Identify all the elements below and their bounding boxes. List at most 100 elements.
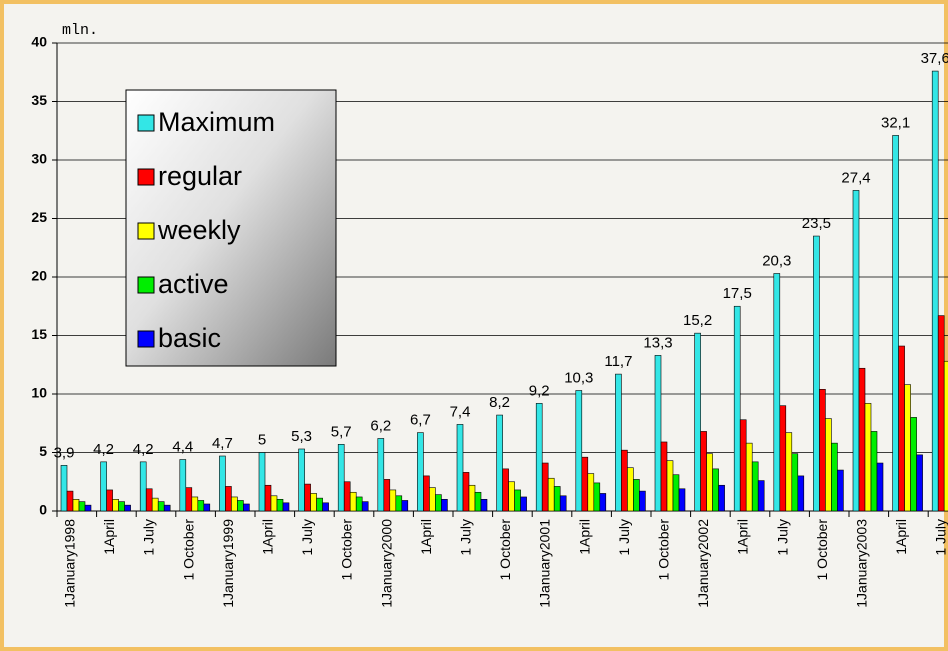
bar	[66, 490, 74, 512]
bar	[276, 498, 284, 512]
bar	[672, 474, 680, 512]
legend-swatch	[137, 330, 155, 348]
bar	[837, 469, 844, 512]
x-tick-label: 1January1998	[62, 519, 78, 608]
bar	[264, 484, 272, 512]
bar	[383, 479, 391, 512]
bar	[225, 486, 232, 512]
value-label: 4,4	[172, 438, 193, 455]
value-label: 8,2	[489, 394, 510, 411]
x-tick-label: 1January2002	[695, 519, 711, 608]
bar	[456, 424, 464, 512]
value-label: 6,2	[370, 417, 391, 434]
bar	[660, 441, 668, 512]
y-tick-label: 5	[39, 443, 47, 459]
value-label: 4,2	[133, 441, 154, 458]
bar	[197, 500, 205, 512]
y-tick-label: 40	[31, 34, 47, 50]
bar	[587, 473, 595, 512]
legend-swatch	[137, 114, 155, 132]
bar	[892, 135, 899, 512]
value-label: 4,7	[212, 435, 233, 452]
bar	[462, 472, 470, 512]
bar	[852, 190, 860, 512]
bar	[496, 414, 503, 512]
bar	[791, 453, 799, 512]
y-tick-label: 0	[39, 502, 47, 518]
bar	[718, 484, 725, 512]
bar	[535, 403, 543, 512]
bar	[441, 498, 448, 512]
value-label: 32,1	[881, 114, 910, 131]
bar	[654, 355, 662, 512]
x-tick-label: 1 July	[458, 519, 474, 556]
bar	[355, 496, 363, 512]
bar	[282, 502, 290, 512]
y-tick-label: 35	[31, 92, 47, 108]
bar	[78, 501, 86, 512]
value-label: 15,2	[683, 312, 712, 329]
bar	[145, 488, 153, 512]
bar	[599, 493, 607, 512]
bar	[361, 501, 369, 512]
bar	[124, 504, 131, 512]
x-tick-label: 1January2000	[378, 519, 394, 608]
bar	[581, 456, 589, 512]
bar	[191, 496, 199, 512]
bar	[118, 501, 125, 512]
x-tick-label: 1January1999	[220, 519, 236, 608]
bar	[666, 460, 674, 512]
bar	[678, 488, 686, 512]
value-label: 23,5	[802, 215, 831, 232]
bar	[819, 389, 826, 512]
bar	[60, 465, 68, 512]
bar	[745, 442, 753, 512]
bar	[231, 496, 238, 512]
value-label: 5,3	[291, 428, 312, 445]
bar	[258, 452, 266, 512]
bar	[349, 491, 357, 512]
bar	[468, 484, 476, 512]
bar	[157, 501, 165, 512]
x-tick-label: 1 October	[814, 519, 830, 581]
bar	[389, 489, 397, 512]
bar	[508, 481, 515, 512]
bar	[700, 431, 707, 512]
bar	[633, 479, 640, 512]
bar	[502, 468, 509, 512]
x-tick-label: 1April	[101, 519, 117, 555]
bar	[553, 486, 561, 512]
x-tick-label: 1 October	[497, 519, 513, 581]
x-tick-label: 1April	[735, 519, 751, 555]
legend-label: Maximum	[158, 107, 275, 137]
bar	[541, 462, 549, 512]
value-label: 7,4	[450, 403, 471, 420]
bar	[712, 468, 719, 512]
bar	[84, 504, 92, 512]
legend-label: active	[158, 269, 229, 299]
value-label: 6,7	[410, 412, 431, 429]
bar	[243, 503, 250, 512]
bar	[757, 480, 765, 512]
bar	[185, 487, 193, 512]
legend-label: weekly	[157, 215, 241, 245]
bar	[547, 477, 555, 512]
bar	[751, 461, 759, 512]
bar	[106, 489, 113, 512]
value-label: 10,3	[564, 369, 593, 386]
bar	[910, 417, 917, 512]
bar	[615, 373, 622, 512]
value-label: 3,9	[54, 444, 75, 461]
bar	[876, 462, 884, 512]
bar	[739, 419, 747, 512]
bar	[937, 315, 945, 512]
bar	[316, 497, 323, 512]
bar	[395, 495, 403, 512]
bar	[831, 442, 838, 512]
bar	[733, 305, 741, 512]
bar	[694, 332, 701, 512]
bar	[779, 405, 787, 512]
value-label: 4,2	[93, 441, 114, 458]
bar	[219, 455, 226, 512]
y-axis-unit: mln.	[62, 22, 98, 39]
